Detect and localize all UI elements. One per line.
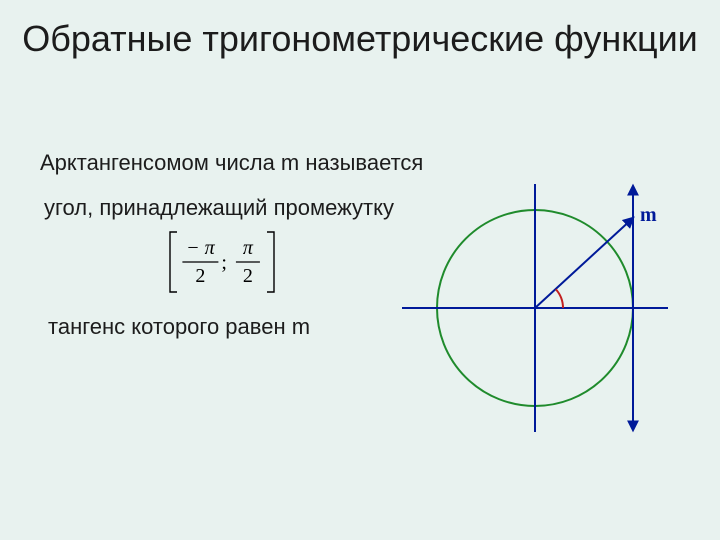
interval-formula: − π 2; π 2 (168, 230, 276, 294)
definition-line-3: тангенс которого равен m (48, 314, 310, 340)
svg-text:;: ; (221, 252, 227, 274)
svg-text:2: 2 (243, 265, 253, 287)
svg-text:− π: − π (186, 237, 215, 259)
svg-text:2: 2 (195, 265, 205, 287)
slide-root: Обратные тригонометрические функции Аркт… (0, 0, 720, 540)
page-title: Обратные тригонометрические функции (0, 0, 720, 59)
tangent-value-label: m (640, 204, 657, 227)
definition-line-1: Арктангенсомом числа m называется (40, 150, 423, 176)
unit-circle-diagram (400, 168, 680, 448)
definition-line-2: угол, принадлежащий промежутку (44, 195, 394, 221)
svg-text:π: π (243, 237, 254, 259)
